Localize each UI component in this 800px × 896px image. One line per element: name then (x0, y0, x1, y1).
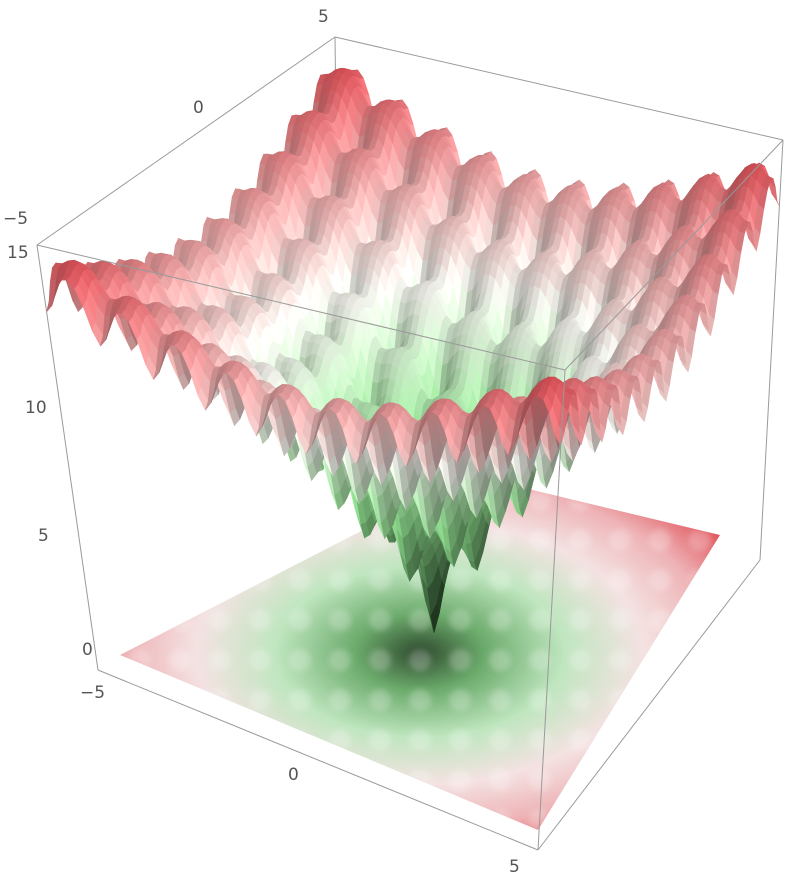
surface-mesh (46, 67, 780, 633)
floor-density-plot (120, 475, 720, 830)
